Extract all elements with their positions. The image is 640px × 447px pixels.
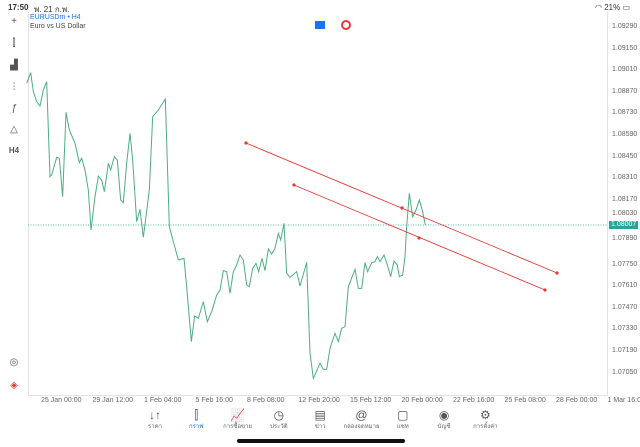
nav-label: การตั้งค่า: [473, 424, 498, 430]
trendline-handle: [400, 206, 404, 210]
price-axis-label: 1.07050: [612, 368, 638, 376]
symbol-description: Euro vs US Dollar: [30, 23, 86, 30]
time-axis-label: 28 Feb 00:00: [556, 397, 598, 404]
price-axis-label: 1.08590: [612, 131, 638, 138]
nav-label: ประวัติ: [270, 424, 288, 430]
function-icon[interactable]: ƒ: [11, 103, 17, 114]
nav-tab[interactable]: ▤ ข่าว: [300, 408, 340, 431]
nav-tab[interactable]: @ กล่องจดหมาย: [342, 408, 382, 431]
home-indicator: [237, 439, 405, 443]
price-axis-label: 1.09290: [612, 23, 638, 30]
nav-tab[interactable]: ▢ แชท: [383, 408, 423, 431]
price-axis-label: 1.07470: [612, 303, 638, 311]
price-axis-label: 1.09150: [612, 44, 638, 52]
nav-icon: ▢: [397, 408, 409, 422]
current-price-badge: 1.08007: [609, 221, 639, 229]
time-axis-label: 29 Jan 12:00: [92, 397, 133, 404]
time-axis-label: 15 Feb 12:00: [350, 397, 392, 404]
trade-buy-icon: [315, 21, 325, 29]
trendline-handle: [555, 271, 559, 275]
price-axis-label: 1.08450: [612, 152, 638, 160]
time-axis-label: 1 Mar 16:0: [607, 397, 640, 404]
date: พ. 21 ก.พ.: [34, 5, 70, 14]
battery: ◠ 21% ▭: [595, 3, 630, 12]
crosshair-icon[interactable]: +: [11, 16, 17, 27]
price-axis-label: 1.08730: [612, 109, 638, 117]
price-axis-label: 1.08030: [612, 210, 638, 217]
chart-area[interactable]: [28, 12, 608, 396]
price-axis-label: 1.08310: [612, 174, 638, 182]
nav-icon: ▤: [314, 408, 326, 422]
time-axis-label: 25 Jan 00:00: [41, 397, 82, 404]
zoom-search-icon[interactable]: ◎: [9, 357, 19, 368]
price-axis-label: 1.09010: [612, 66, 638, 74]
nav-label: ราคา: [148, 424, 162, 430]
price-axis-label: 1.07190: [612, 347, 638, 354]
nav-label: การซื้อขาย: [223, 424, 253, 430]
status-bar: 17:50 พ. 21 ก.พ. ◠ 21% ▭: [0, 0, 640, 14]
objects-icon[interactable]: ⫶: [12, 82, 16, 93]
clock: 17:50: [8, 3, 29, 12]
price-axis-label: 1.07750: [612, 260, 638, 268]
nav-label: ข่าว: [314, 424, 326, 430]
left-toolbar: + ⫿ ▟ ⫶ ƒ △ H4 ◎ ◈: [0, 12, 28, 396]
nav-tab[interactable]: ↓↑ ราคา: [135, 408, 175, 431]
time-axis-label: 20 Feb 00:00: [401, 397, 443, 404]
trendline-handle: [292, 183, 296, 187]
timeframe-button[interactable]: H4: [8, 146, 20, 155]
price-line: [26, 72, 426, 381]
trendline-handle: [543, 288, 547, 292]
price-axis-label: 1.07890: [612, 235, 638, 242]
nav-icon: ↓↑: [149, 408, 161, 422]
nav-label: แชท: [396, 424, 409, 430]
nav-label: บัญชี: [437, 424, 451, 430]
nav-label: กราฟ: [189, 424, 204, 430]
nav-label: กล่องจดหมาย: [343, 424, 380, 430]
one-click-trading-icon[interactable]: ◈: [10, 380, 18, 391]
shapes-icon[interactable]: △: [10, 124, 18, 135]
nav-icon: ◷: [273, 408, 285, 422]
nav-icon: 📈: [230, 408, 246, 422]
time-axis-label: 22 Feb 16:00: [453, 397, 495, 404]
nav-icon: @: [355, 408, 368, 422]
nav-tab[interactable]: ⚙ การตั้งค่า: [465, 408, 505, 431]
time-axis-label: 1 Feb 04:00: [144, 397, 182, 404]
time-axis-label: 12 Feb 20:00: [298, 397, 340, 404]
price-axis-label: 1.08870: [612, 87, 638, 95]
time-axis-label: 25 Feb 08:00: [504, 397, 546, 404]
indicators-icon[interactable]: ▟: [10, 60, 18, 71]
nav-tab[interactable]: 📈 การซื้อขาย: [218, 408, 258, 431]
price-axis-label: 1.07330: [612, 325, 638, 333]
nav-tab[interactable]: ◷ ประวัติ: [259, 408, 299, 431]
time-axis-label: 8 Feb 08:00: [247, 397, 285, 404]
trendline-handle: [244, 141, 248, 145]
nav-tab[interactable]: ◉ บัญชี: [424, 408, 464, 431]
nav-icon: ◉: [438, 408, 450, 422]
nav-icon: ⫿: [194, 408, 199, 422]
trendline-handle: [417, 236, 421, 240]
chart-type-icon[interactable]: ⫿: [12, 38, 16, 49]
symbol-label[interactable]: EURUSDm • H4: [30, 14, 81, 21]
price-axis-label: 1.08170: [612, 195, 638, 203]
time-axis-label: 5 Feb 16:00: [195, 397, 233, 404]
price-axis-label: 1.07610: [612, 282, 638, 290]
trade-sell-icon: [341, 20, 351, 30]
nav-tab[interactable]: ⫿ กราฟ: [176, 408, 216, 431]
nav-icon: ⚙: [480, 408, 491, 422]
